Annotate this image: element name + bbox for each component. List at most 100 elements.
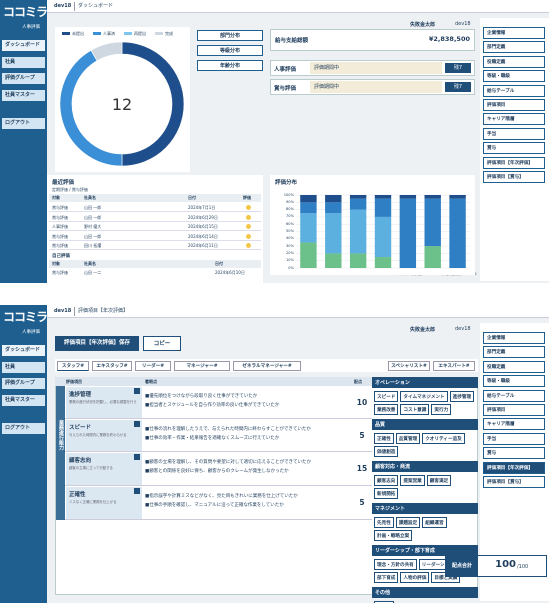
settings-menu-item[interactable]: 賞与 <box>483 142 545 155</box>
skill-tag[interactable]: 計画・戦略立案 <box>374 530 413 541</box>
skill-tag[interactable]: その他 <box>374 601 394 603</box>
settings-menu-item[interactable]: 評価項目【年次評価】 <box>483 156 545 169</box>
status-total: 12 <box>111 95 133 114</box>
item-row <box>65 486 372 520</box>
side-menu-item[interactable]: ログアウト <box>2 423 45 434</box>
tab[interactable]: エキスタッフ# <box>92 361 132 371</box>
tab[interactable]: エキスパート# <box>433 361 475 371</box>
item-name: 進捗管理 <box>69 392 92 398</box>
y-tick-label: 40% <box>286 236 294 241</box>
skill-tag[interactable]: 業務改善 <box>374 404 399 415</box>
total-max: /100 <box>517 564 529 570</box>
eval-label: 賞与評価 <box>274 86 297 92</box>
remove-icon <box>134 421 140 427</box>
tab[interactable]: マネージャー# <box>174 361 230 371</box>
item-desc: ミスなく正確に業務を仕上げる <box>69 500 117 504</box>
skill-tag[interactable]: 部下育成 <box>374 572 399 583</box>
skill-tag[interactable]: コスト意識 <box>400 404 430 415</box>
side-menu-item[interactable]: ダッシュボード <box>2 345 45 356</box>
distribution-button[interactable]: 部門分布 <box>197 30 263 41</box>
skill-tag[interactable]: 顧客志向 <box>374 475 399 486</box>
skill-tag[interactable]: 価値創造 <box>374 446 399 457</box>
side-menu-item[interactable]: ダッシュボード <box>2 40 45 51</box>
skill-tag[interactable]: 先見性 <box>374 517 394 528</box>
item-cell <box>66 453 142 485</box>
side-menu-item[interactable]: 社員マスター <box>2 395 45 406</box>
legend-swatch <box>93 32 101 35</box>
skill-tag[interactable]: 組織運営 <box>422 517 447 528</box>
focus-point: ■顧客の立場を理解し、その質問や要望に対して適切に応えることができていたか <box>145 460 311 465</box>
settings-menu-item[interactable]: 手当 <box>483 127 545 140</box>
skill-tag[interactable]: 正確性 <box>374 433 394 444</box>
skill-tag[interactable]: クオリティー追及 <box>422 433 465 444</box>
settings-menu-item[interactable]: 役職定義 <box>483 360 545 373</box>
skill-tag[interactable]: 理念・方針の共有 <box>374 559 417 570</box>
settings-menu-item[interactable]: 手当 <box>483 432 545 445</box>
focus-point: ■仕事の流れを理解したうえで、与えられた時間内に終わらすことができていたか <box>145 427 311 432</box>
side-menu-item[interactable]: 社員 <box>2 57 45 68</box>
settings-menu: 企業情報 部門定義 役職定義 等級・職級 給与テーブル 評価項目 キャリア階層 手当 賞与 評価項… <box>483 27 545 185</box>
settings-menu-item[interactable]: キャリア階層 <box>483 418 545 431</box>
item-row <box>65 452 372 486</box>
settings-menu-item[interactable]: 給与テーブル <box>483 389 545 402</box>
table-cell: 2024年6月10日 <box>215 270 245 275</box>
distribution-button[interactable]: 等級分布 <box>197 45 263 56</box>
settings-menu-item[interactable]: 給与テーブル <box>483 84 545 97</box>
focus-point: ■指示誤字や計算ミスなどがなく、見た目もきれいに業務を仕上げていたか <box>145 494 298 499</box>
skill-tag[interactable]: 人物の評価 <box>400 572 430 583</box>
settings-menu-item[interactable]: 評価項目 <box>483 98 545 111</box>
table-cell: 人事評価 <box>52 224 68 229</box>
skill-section-title: リーダーシップ・部下育成 <box>372 545 478 556</box>
side-menu-item[interactable]: 社員マスター <box>2 90 45 101</box>
settings-menu-item[interactable]: 評価項目【賞与】 <box>483 475 545 488</box>
table-header <box>49 260 261 268</box>
settings-menu-item[interactable]: 評価項目【賞与】 <box>483 170 545 183</box>
side-menu-item[interactable]: 社員 <box>2 362 45 373</box>
tab[interactable]: スタッフ# <box>57 361 89 371</box>
table-row <box>49 213 261 222</box>
column-header: 着眼点 <box>145 379 157 384</box>
settings-menu-item[interactable]: 企業情報 <box>483 332 545 344</box>
table-cell: 山田 一郎 <box>84 233 102 239</box>
skill-tag[interactable]: 顧客満足 <box>426 475 452 486</box>
skill-tag[interactable]: タイムマネジメント <box>400 391 448 402</box>
side-menu-item[interactable]: 評価グループ <box>2 73 45 84</box>
copy-button[interactable]: コピー <box>143 336 181 351</box>
column-header: 日付 <box>188 195 196 200</box>
total-value: 100 <box>495 559 516 570</box>
settings-menu-item[interactable]: 等級・職級 <box>483 375 545 388</box>
skill-tag[interactable]: 課題設定 <box>395 517 421 528</box>
skill-tag[interactable]: 進捗管理 <box>449 391 475 402</box>
eval-remaining: 残7 <box>445 63 471 73</box>
settings-menu-item[interactable]: 部門定義 <box>483 41 545 54</box>
save-button[interactable]: 評価項目【年次評価】保存 <box>55 336 139 351</box>
side-menu-item[interactable]: ログアウト <box>2 118 45 129</box>
settings-menu-item[interactable]: 役職定義 <box>483 55 545 68</box>
settings-menu-item[interactable]: キャリア階層 <box>483 113 545 126</box>
settings-menu-item[interactable]: 企業情報 <box>483 27 545 39</box>
settings-menu-item[interactable]: 評価項目 <box>483 403 545 416</box>
skill-tag[interactable]: スピード <box>374 391 399 402</box>
settings-menu-item[interactable]: 評価項目【年次評価】 <box>483 461 545 474</box>
settings-menu-item[interactable]: 部門定義 <box>483 346 545 359</box>
skill-tag[interactable]: 実行力 <box>431 404 452 415</box>
table-row <box>49 232 261 241</box>
side-menu-item[interactable]: 評価グループ <box>2 378 45 389</box>
distribution-button[interactable]: 年齢分布 <box>197 60 263 71</box>
salary-box <box>270 29 475 51</box>
table-row <box>49 203 261 212</box>
settings-menu-item[interactable]: 等級・職級 <box>483 70 545 83</box>
column-header: 対象 <box>52 261 60 266</box>
skill-tag[interactable]: 新規開拓 <box>374 488 399 499</box>
settings-menu-item[interactable]: 賞与 <box>483 447 545 460</box>
skill-tag[interactable]: 品質管理 <box>395 433 421 444</box>
table-cell: 賞与評価 <box>52 243 68 248</box>
skill-tag[interactable]: 提案営業 <box>400 475 425 486</box>
tab[interactable]: ゼネラルマネージャー# <box>233 361 301 371</box>
focus-point: ■担当者とスケジュールを自ら作り効率の良い仕事ができていたか <box>145 403 280 408</box>
tab[interactable]: スペシャリスト# <box>388 361 430 371</box>
remove-icon <box>134 388 140 394</box>
tab[interactable]: リーダー# <box>135 361 171 371</box>
table-cell: 田川 拓躍 <box>84 243 102 248</box>
table-cell: 賞与評価 <box>52 205 68 210</box>
